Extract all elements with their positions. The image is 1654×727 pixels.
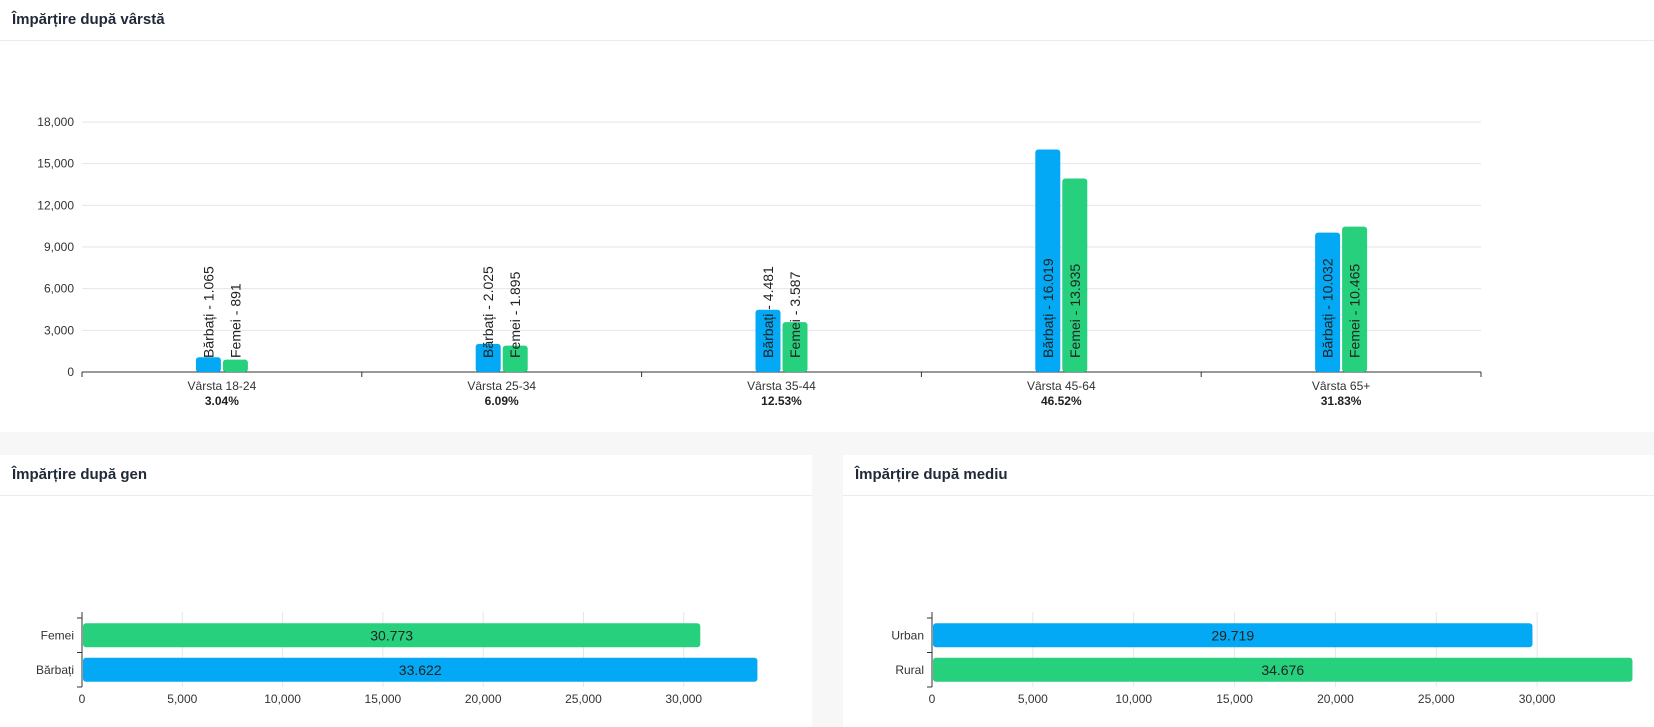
x-tick-label: 20,000 (1317, 692, 1354, 706)
bar-value-label: 29.719 (1211, 627, 1254, 643)
bar-barbati (755, 309, 781, 372)
x-tick-label: 30,000 (1519, 692, 1556, 706)
bar-barbati (475, 343, 501, 372)
y-tick-label: 15,000 (37, 157, 74, 171)
bar-barbati (195, 357, 221, 372)
x-tick-label: 10,000 (1115, 692, 1152, 706)
y-category-label: Urban (891, 628, 924, 642)
x-category-label: Vârsta 45-64 (1027, 379, 1096, 393)
bar-data-label: Femei - 1.895 (507, 271, 523, 358)
bar-data-label: Femei - 3.587 (787, 271, 803, 358)
environment-chart-title: Împărțire după mediu (843, 455, 1654, 496)
bar-data-label: Bărbați - 10.032 (1320, 258, 1336, 358)
x-tick-label: 25,000 (1418, 692, 1455, 706)
x-tick-label: 5,000 (167, 692, 197, 706)
y-category-label: Femei (41, 628, 74, 642)
bar-barbati (1035, 149, 1061, 372)
bar-value-label: 30.773 (370, 627, 413, 643)
bar-urban (933, 623, 1533, 648)
environment-chart-panel: Împărțire după mediu 0 5,000 10,000 15,000 2… (843, 455, 1654, 727)
x-tick-label: 10,000 (264, 692, 301, 706)
bar-femei (782, 322, 808, 372)
x-tick-label: 20,000 (465, 692, 502, 706)
age-chart-panel: Împărțire după vârstă 0 3,000 6,000 9,000 12… (0, 0, 1654, 408)
y-tick-label: 6,000 (44, 282, 74, 296)
bar-rural (933, 657, 1633, 682)
x-tick-label: 30,000 (665, 692, 702, 706)
x-tick-label: 0 (929, 692, 936, 706)
bar-value-label: 33.622 (399, 662, 442, 678)
y-tick-label: 12,000 (37, 198, 74, 212)
x-category-percent: 12.53% (761, 394, 802, 408)
age-bar-chart: 0 3,000 6,000 9,000 12,000 15,000 18,000 Bărbaț… (37, 115, 1482, 408)
bar-brbai (83, 657, 758, 682)
bar-data-label: Femei - 10.465 (1347, 264, 1363, 358)
x-tick-label: 0 (79, 692, 86, 706)
bar-femei (1062, 178, 1088, 372)
x-category-label: Vârsta 65+ (1312, 379, 1370, 393)
gender-chart-panel: Împărțire după gen 0 5,000 10,000 15,000 20,… (0, 455, 812, 727)
bar-value-label: 34.676 (1261, 662, 1304, 678)
x-category-percent: 46.52% (1041, 394, 1082, 408)
environment-bar-chart: 0 5,000 10,000 15,000 20,000 25,000 30,000 29.7… (891, 612, 1633, 706)
y-tick-label: 0 (67, 365, 74, 379)
gender-bar-chart: 0 5,000 10,000 15,000 20,000 25,000 30,000 30.7… (36, 612, 758, 706)
gender-chart-title: Împărțire după gen (0, 455, 812, 496)
bar-data-label: Bărbați - 16.019 (1040, 258, 1056, 358)
bar-data-label: Bărbați - 2.025 (480, 266, 496, 358)
bar-data-label: Bărbați - 4.481 (760, 266, 776, 358)
x-category-percent: 3.04% (205, 394, 239, 408)
y-tick-label: 9,000 (44, 240, 74, 254)
bar-femei (1342, 226, 1368, 372)
x-category-label: Vârsta 25-34 (467, 379, 536, 393)
bar-data-label: Femei - 13.935 (1067, 264, 1083, 358)
bar-barbati (1315, 232, 1341, 372)
y-category-label: Rural (895, 663, 924, 677)
y-category-label: Bărbați (36, 663, 74, 677)
x-category-percent: 6.09% (485, 394, 519, 408)
x-category-label: Vârsta 18-24 (188, 379, 257, 393)
x-tick-label: 15,000 (365, 692, 402, 706)
bar-femei (222, 359, 248, 372)
bar-data-label: Femei - 891 (227, 283, 243, 358)
y-tick-label: 18,000 (37, 115, 74, 129)
x-tick-label: 5,000 (1018, 692, 1048, 706)
bar-femei (502, 345, 528, 372)
bar-data-label: Bărbați - 1.065 (200, 266, 216, 358)
x-category-label: Vârsta 35-44 (747, 379, 816, 393)
bar-femei (83, 623, 701, 648)
x-tick-label: 15,000 (1216, 692, 1253, 706)
age-chart-title: Împărțire după vârstă (0, 0, 1654, 41)
x-category-percent: 31.83% (1321, 394, 1362, 408)
y-tick-label: 3,000 (44, 323, 74, 337)
x-tick-label: 25,000 (565, 692, 602, 706)
